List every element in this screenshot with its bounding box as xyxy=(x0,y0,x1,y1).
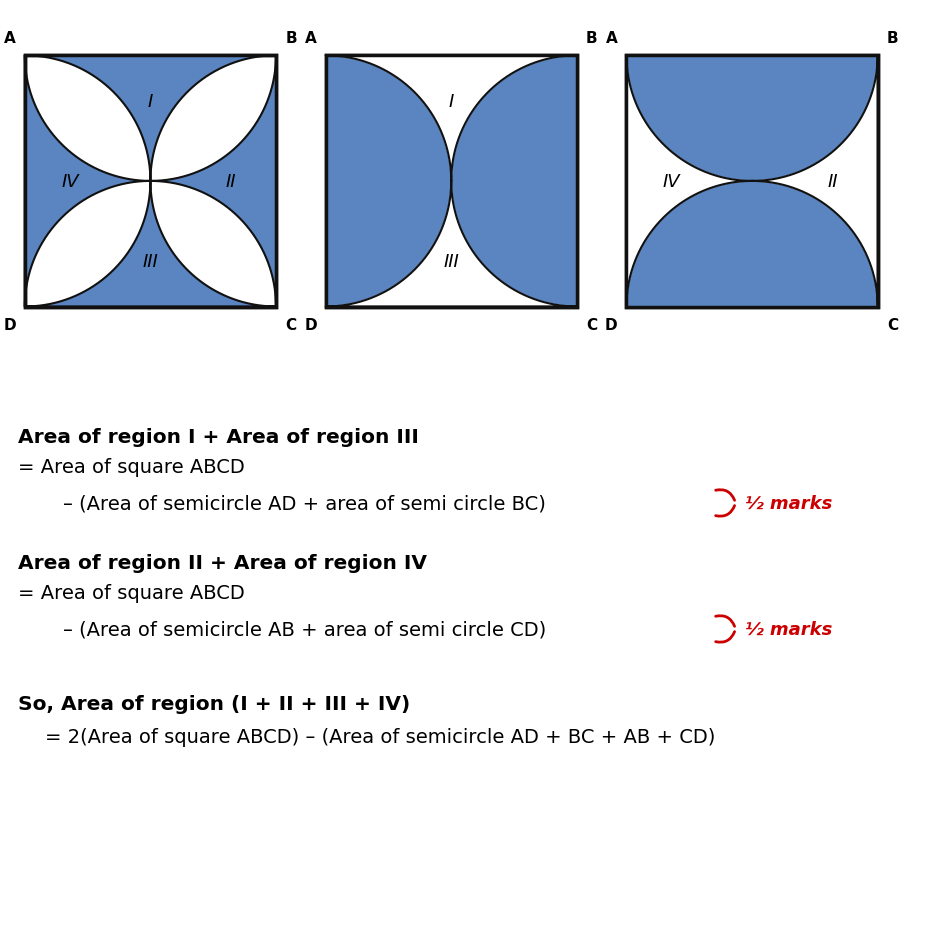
Polygon shape xyxy=(326,181,576,307)
Text: ½ marks: ½ marks xyxy=(744,620,831,638)
Text: D: D xyxy=(604,317,617,332)
Polygon shape xyxy=(451,57,576,307)
Text: B: B xyxy=(585,31,598,46)
Text: Area of region II + Area of region IV: Area of region II + Area of region IV xyxy=(18,554,427,573)
Text: Area of region I + Area of region III: Area of region I + Area of region III xyxy=(18,428,418,447)
Polygon shape xyxy=(25,57,276,307)
Text: = 2(Area of square ABCD) – (Area of semicircle AD + BC + AB + CD): = 2(Area of square ABCD) – (Area of semi… xyxy=(45,728,715,747)
Text: III: III xyxy=(443,253,459,271)
Text: ½ marks: ½ marks xyxy=(744,495,831,513)
Text: A: A xyxy=(4,31,16,46)
Text: II: II xyxy=(826,173,836,191)
Text: D: D xyxy=(304,317,316,332)
Text: = Area of square ABCD: = Area of square ABCD xyxy=(18,457,244,477)
Text: So, Area of region (I + II + III + IV): So, Area of region (I + II + III + IV) xyxy=(18,695,410,714)
Text: B: B xyxy=(886,31,898,46)
Text: – (Area of semicircle AB + area of semi circle CD): – (Area of semicircle AB + area of semi … xyxy=(63,620,546,639)
Polygon shape xyxy=(626,57,877,181)
Text: IV: IV xyxy=(61,173,78,191)
Text: IV: IV xyxy=(662,173,680,191)
Text: II: II xyxy=(226,173,236,191)
Text: III: III xyxy=(143,253,158,271)
Text: C: C xyxy=(886,317,898,332)
Polygon shape xyxy=(626,182,877,307)
Text: I: I xyxy=(147,93,153,110)
Text: A: A xyxy=(605,31,616,46)
Polygon shape xyxy=(751,57,877,307)
Text: B: B xyxy=(285,31,296,46)
Polygon shape xyxy=(326,57,576,182)
Polygon shape xyxy=(25,57,150,307)
Text: I: I xyxy=(448,93,453,110)
Text: A: A xyxy=(304,31,316,46)
Text: D: D xyxy=(4,317,16,332)
Polygon shape xyxy=(626,57,751,307)
Polygon shape xyxy=(326,57,450,307)
Text: C: C xyxy=(285,317,296,332)
Polygon shape xyxy=(25,181,276,307)
Polygon shape xyxy=(25,57,276,182)
Polygon shape xyxy=(326,57,576,307)
Polygon shape xyxy=(626,57,877,307)
Text: = Area of square ABCD: = Area of square ABCD xyxy=(18,583,244,602)
Polygon shape xyxy=(150,57,276,307)
Text: C: C xyxy=(585,317,597,332)
Text: – (Area of semicircle AD + area of semi circle BC): – (Area of semicircle AD + area of semi … xyxy=(63,494,546,513)
